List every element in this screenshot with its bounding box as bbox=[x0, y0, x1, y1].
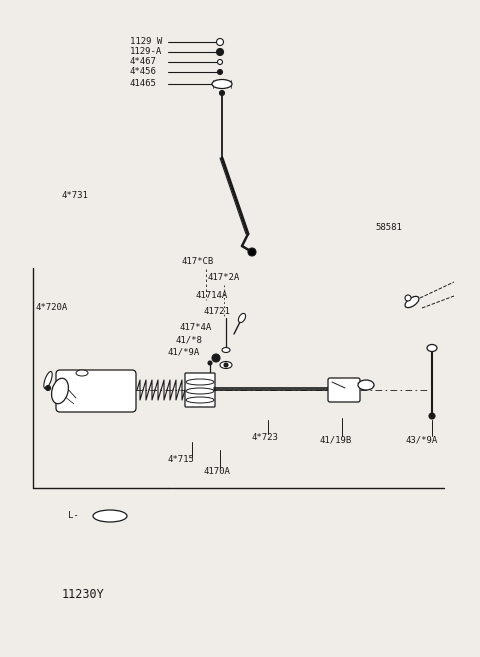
Text: 4*720A: 4*720A bbox=[36, 304, 68, 313]
Text: 58581: 58581 bbox=[375, 223, 402, 233]
Circle shape bbox=[46, 386, 50, 390]
Text: 4*715: 4*715 bbox=[168, 455, 195, 464]
Circle shape bbox=[216, 39, 224, 45]
Text: 4170A: 4170A bbox=[204, 468, 231, 476]
Text: 11230Y: 11230Y bbox=[62, 589, 105, 602]
Text: 41465: 41465 bbox=[130, 79, 157, 89]
FancyBboxPatch shape bbox=[56, 370, 136, 412]
Ellipse shape bbox=[222, 348, 230, 353]
Ellipse shape bbox=[427, 344, 437, 351]
Ellipse shape bbox=[44, 371, 52, 388]
Text: 1129-A: 1129-A bbox=[130, 47, 162, 57]
Text: 41/19B: 41/19B bbox=[320, 436, 352, 445]
Circle shape bbox=[217, 60, 223, 64]
Text: 417*CB: 417*CB bbox=[182, 258, 214, 267]
Ellipse shape bbox=[405, 296, 419, 307]
Ellipse shape bbox=[93, 510, 127, 522]
Text: 417*2A: 417*2A bbox=[208, 273, 240, 283]
Circle shape bbox=[217, 70, 223, 74]
Ellipse shape bbox=[212, 79, 232, 89]
Circle shape bbox=[429, 413, 435, 419]
Text: 4*731: 4*731 bbox=[62, 191, 89, 200]
Text: 41714A: 41714A bbox=[196, 292, 228, 300]
Ellipse shape bbox=[358, 380, 374, 390]
Circle shape bbox=[405, 295, 411, 301]
Text: 417*4A: 417*4A bbox=[180, 323, 212, 332]
Ellipse shape bbox=[186, 397, 214, 403]
Circle shape bbox=[219, 91, 225, 95]
Text: 4*467: 4*467 bbox=[130, 58, 157, 66]
FancyBboxPatch shape bbox=[185, 373, 215, 407]
Ellipse shape bbox=[186, 388, 214, 394]
Text: 41721: 41721 bbox=[204, 307, 231, 317]
Text: L-: L- bbox=[68, 510, 79, 520]
Circle shape bbox=[216, 49, 224, 55]
Text: 41/*9A: 41/*9A bbox=[168, 348, 200, 357]
FancyBboxPatch shape bbox=[328, 378, 360, 402]
Circle shape bbox=[208, 361, 212, 365]
Circle shape bbox=[224, 363, 228, 367]
Circle shape bbox=[248, 248, 256, 256]
Ellipse shape bbox=[51, 378, 69, 404]
Ellipse shape bbox=[220, 361, 232, 369]
Text: 1129 W: 1129 W bbox=[130, 37, 162, 47]
Text: 43/*9A: 43/*9A bbox=[406, 436, 438, 445]
Text: 4*723: 4*723 bbox=[252, 434, 279, 443]
Text: 41/*8: 41/*8 bbox=[176, 336, 203, 344]
Ellipse shape bbox=[76, 370, 88, 376]
Ellipse shape bbox=[239, 313, 246, 323]
Text: 4*456: 4*456 bbox=[130, 68, 157, 76]
Circle shape bbox=[212, 354, 220, 362]
Ellipse shape bbox=[186, 379, 214, 385]
